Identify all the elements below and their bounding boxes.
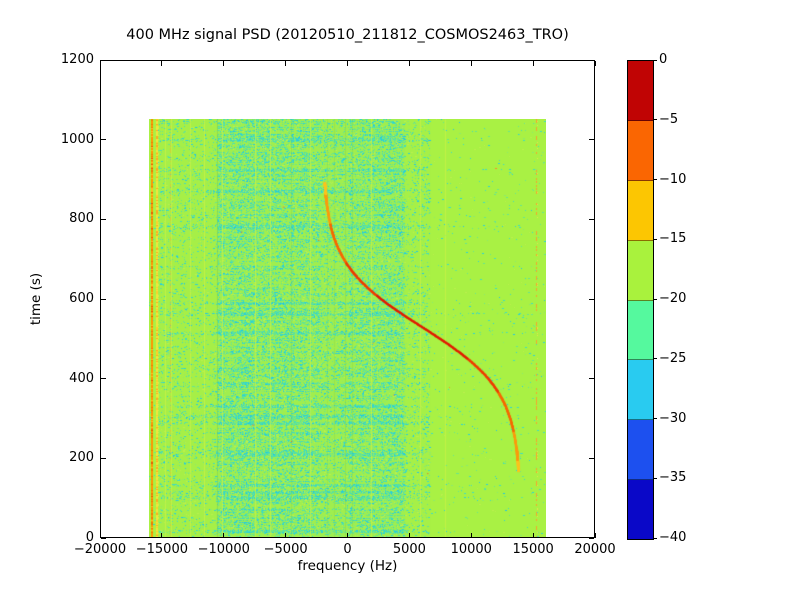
x-tick-label: 0 [343,542,352,557]
colorbar-segment [628,120,653,181]
y-tick-label: 0 [85,530,94,545]
y-tick-mark [589,537,594,539]
colorbar [627,60,654,540]
colorbar-tick-mark [653,477,657,479]
y-tick-mark [101,218,106,220]
y-tick-mark [101,139,106,141]
x-tick-mark [99,61,101,66]
colorbar-tick-mark [653,358,657,360]
colorbar-segment [628,480,653,539]
x-tick-mark [532,533,534,538]
colorbar-segment [628,240,653,301]
x-tick-mark [161,61,163,66]
colorbar-tick-label: −10 [659,171,687,187]
colorbar-segment [628,61,653,121]
x-tick-label: −15000 [135,542,188,557]
psd-heatmap-canvas [149,119,546,538]
x-tick-mark [594,61,596,66]
x-tick-mark [594,533,596,538]
colorbar-tick-label: −25 [659,350,687,366]
y-tick-mark [101,378,106,380]
y-tick-mark [589,218,594,220]
colorbar-tick-mark [653,238,657,240]
y-tick-mark [589,378,594,380]
colorbar-tick-label: −5 [659,111,679,127]
y-tick-label: 1200 [60,52,94,67]
y-tick-label: 600 [69,291,94,306]
colorbar-tick-mark [653,179,657,180]
y-tick-mark [101,537,106,539]
colorbar-tick-mark [653,537,657,539]
colorbar-tick-mark [653,418,657,419]
y-tick-mark [589,139,594,141]
y-tick-mark [589,59,594,61]
x-tick-label: −20000 [73,542,127,557]
colorbar-segment [628,420,653,481]
y-tick-label: 800 [69,211,94,227]
colorbar-tick-label: −15 [659,231,687,247]
y-tick-label: 200 [69,450,94,466]
x-tick-label: 5000 [392,542,426,557]
x-tick-mark [347,61,348,66]
x-tick-mark [408,533,410,538]
colorbar-segment [628,360,653,421]
x-tick-mark [285,61,287,66]
x-tick-mark [223,61,225,66]
x-tick-mark [532,61,534,66]
x-tick-mark [99,533,101,538]
x-tick-label: 10000 [450,542,492,557]
colorbar-tick-label: 0 [659,52,668,67]
x-tick-label: 20000 [574,542,616,557]
colorbar-tick-label: −30 [659,410,687,426]
y-tick-mark [101,298,106,300]
x-tick-label: −5000 [263,542,308,557]
x-tick-mark [347,533,348,538]
colorbar-tick-label: −35 [659,470,687,486]
x-tick-mark [285,533,287,538]
colorbar-tick-mark [653,119,657,121]
x-tick-mark [470,61,472,66]
y-tick-mark [101,59,106,61]
plot-title: 400 MHz signal PSD (20120510_211812_COSM… [126,27,569,43]
y-tick-mark [589,298,594,300]
x-tick-mark [223,533,225,538]
colorbar-segment [628,300,653,361]
x-tick-mark [408,61,410,66]
colorbar-segment [628,180,653,241]
colorbar-tick-label: −20 [659,291,687,306]
y-tick-mark [589,457,594,459]
x-tick-mark [161,533,163,538]
colorbar-tick-label: −40 [659,530,687,545]
y-tick-mark [101,457,106,459]
x-tick-mark [470,533,472,538]
x-tick-label: 15000 [512,542,554,557]
x-tick-label: −10000 [197,542,250,557]
colorbar-tick-mark [653,298,657,300]
x-axis-label: frequency (Hz) [297,558,398,574]
y-tick-label: 1000 [60,131,94,147]
y-tick-label: 400 [69,370,94,386]
colorbar-tick-mark [653,59,657,61]
